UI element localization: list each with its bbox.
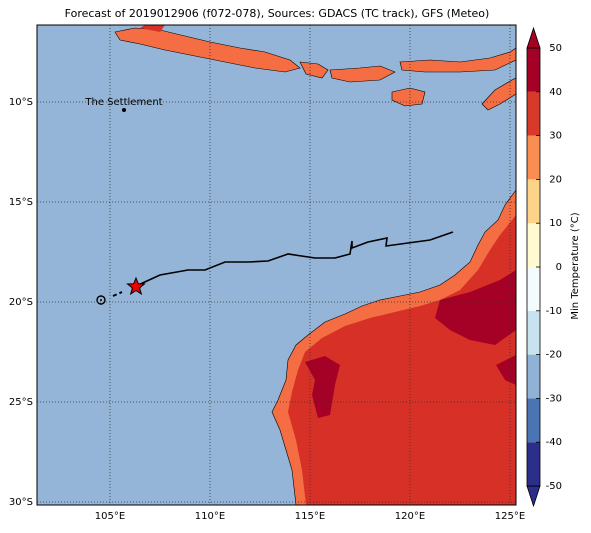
colorbar-tick-label: -20 [546, 350, 562, 361]
colorbar-tick-label: 50 [549, 43, 562, 54]
current-position-star [126, 276, 146, 296]
lon-tick-label: 105°E [95, 511, 125, 522]
track-forecast [112, 291, 123, 297]
colorbar-band [527, 354, 540, 399]
land-darkred [305, 356, 340, 418]
colorbar-band [527, 48, 540, 92]
land-red [288, 215, 516, 505]
colorbar [526, 26, 541, 508]
cyclone-position [96, 295, 106, 305]
colorbar-tick-label: 30 [549, 131, 562, 142]
map-frame [36, 24, 517, 506]
lon-tick-label: 125°E [495, 511, 525, 522]
lat-tick-label: 10°S [9, 97, 33, 108]
colorbar-label: Min Temperature (°C) [570, 212, 581, 319]
island-red [140, 25, 165, 32]
colorbar-band [527, 135, 540, 180]
colorbar-extend-bottom [526, 485, 541, 508]
colorbar-tick-label: 40 [549, 87, 562, 98]
lat-tick-label: 25°S [9, 397, 33, 408]
colorbar-band [527, 442, 540, 486]
island-java [114, 27, 301, 73]
colorbar-band [527, 310, 540, 355]
settlement-label: The Settlement [84, 97, 162, 108]
island [329, 65, 396, 83]
colorbar-tick-label: -30 [546, 393, 562, 404]
colorbar-band [527, 398, 540, 443]
colorbar-tick-label: -50 [546, 481, 562, 492]
cyclone-center [100, 299, 102, 301]
colorbar-tick-label: -40 [546, 437, 562, 448]
lon-tick-label: 110°E [195, 511, 225, 522]
colorbar-extend-top [526, 26, 541, 49]
settlement-marker [122, 108, 126, 112]
land-darkred [496, 355, 516, 385]
land-darkred [435, 270, 516, 345]
colorbar-tick-label: 0 [556, 262, 562, 273]
island [399, 47, 516, 73]
colorbar-band [527, 223, 540, 267]
lat-tick-label: 30°S [9, 497, 33, 508]
colorbar-band [527, 267, 540, 311]
graticule [37, 25, 516, 505]
colorbar-band [527, 179, 540, 224]
island [299, 61, 329, 79]
title: Forecast of 2019012906 (f072-078), Sourc… [65, 7, 490, 20]
lon-tick-label: 115°E [295, 511, 325, 522]
colorbar-tick-label: 10 [549, 218, 562, 229]
map-area: The Settlement [37, 25, 516, 505]
colorbar-band [527, 91, 540, 136]
cyclone-track [135, 231, 454, 287]
lat-tick-label: 15°S [9, 197, 33, 208]
lat-tick-label: 20°S [9, 297, 33, 308]
colorbar-tick-label: 20 [549, 174, 562, 185]
colorbar-tick-label: -10 [546, 306, 562, 317]
lon-tick-label: 120°E [395, 511, 425, 522]
